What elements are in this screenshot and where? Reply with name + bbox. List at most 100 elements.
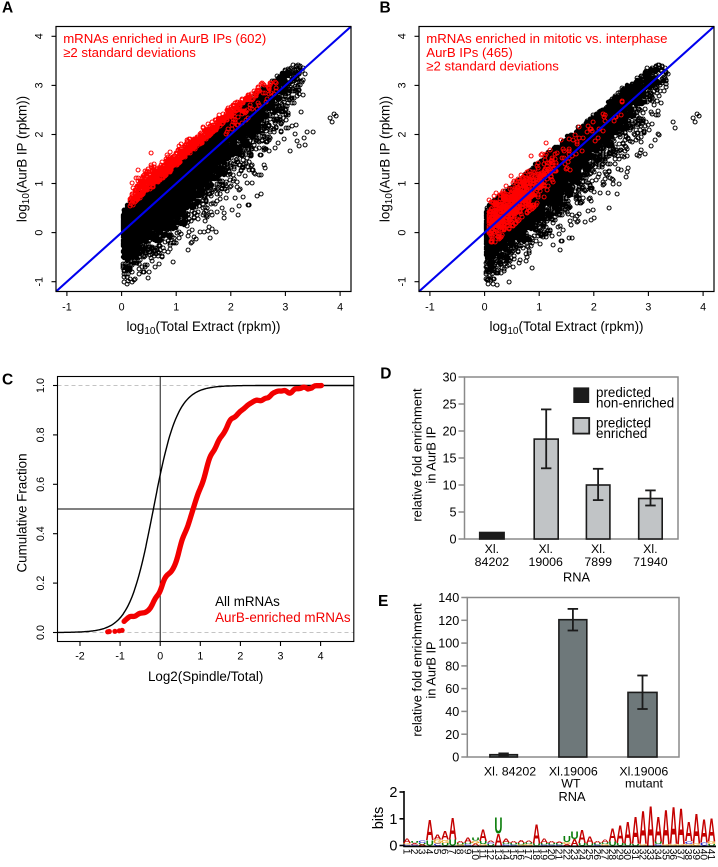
svg-text:3: 3 <box>397 82 409 88</box>
svg-text:C: C <box>685 840 693 844</box>
svg-text:A: A <box>532 820 540 850</box>
svg-text:A: A <box>685 818 693 848</box>
svg-text:24: 24 <box>576 849 587 861</box>
svg-text:10: 10 <box>469 849 480 861</box>
svg-text:26: 26 <box>591 849 602 861</box>
svg-text:A: A <box>601 838 609 843</box>
svg-text:2: 2 <box>228 302 234 314</box>
svg-text:A: A <box>609 826 617 847</box>
svg-text:mutant: mutant <box>625 777 663 791</box>
svg-text:mRNAs enriched in mitotic vs.: mRNAs enriched in mitotic vs. interphase <box>426 31 667 46</box>
svg-text:Xl.: Xl. <box>485 542 499 556</box>
svg-text:13: 13 <box>492 849 503 861</box>
svg-text:A: A <box>639 803 647 855</box>
svg-text:U: U <box>631 844 639 846</box>
svg-text:37: 37 <box>675 849 686 861</box>
svg-text:C: C <box>487 842 495 844</box>
svg-text:1: 1 <box>389 812 397 828</box>
svg-text:≥2 standard deviations: ≥2 standard deviations <box>426 59 559 74</box>
svg-text:29: 29 <box>614 849 625 861</box>
svg-text:25: 25 <box>583 849 594 861</box>
svg-text:0: 0 <box>449 533 456 547</box>
svg-text:Xl.: Xl. <box>591 542 605 556</box>
svg-text:C: C <box>555 844 563 846</box>
svg-text:23: 23 <box>568 849 579 861</box>
svg-text:U: U <box>654 841 662 845</box>
svg-text:30: 30 <box>442 371 456 385</box>
svg-text:Log2(Spindle/Total): Log2(Spindle/Total) <box>148 669 263 684</box>
svg-text:6: 6 <box>439 849 450 855</box>
svg-text:C: C <box>433 843 441 846</box>
svg-text:40: 40 <box>445 705 459 719</box>
svg-text:-1: -1 <box>62 302 72 314</box>
svg-text:A: A <box>510 840 518 843</box>
svg-text:-2: -2 <box>75 651 85 663</box>
svg-text:7899: 7899 <box>584 555 612 569</box>
svg-text:A: A <box>471 843 479 846</box>
svg-text:bits: bits <box>371 807 387 830</box>
svg-text:A: A <box>433 833 441 842</box>
svg-text:A: A <box>669 797 677 857</box>
svg-text:A: A <box>654 812 662 850</box>
svg-text:3: 3 <box>645 302 651 314</box>
svg-text:C: C <box>502 844 510 846</box>
svg-text:G: G <box>662 844 671 846</box>
svg-text:predicted: predicted <box>596 416 651 431</box>
svg-text:RNA: RNA <box>558 789 585 804</box>
svg-text:predicted: predicted <box>596 385 651 400</box>
svg-text:3: 3 <box>282 302 288 314</box>
svg-text:0: 0 <box>34 230 46 236</box>
svg-text:0.4: 0.4 <box>35 526 47 541</box>
svg-text:RNA: RNA <box>563 570 590 585</box>
svg-text:in AurB IP: in AurB IP <box>424 426 439 483</box>
svg-text:A: A <box>449 812 457 847</box>
svg-text:U: U <box>426 839 434 848</box>
svg-text:1: 1 <box>397 181 409 187</box>
svg-text:enriched: enriched <box>596 426 647 441</box>
svg-text:U: U <box>471 836 479 842</box>
svg-text:80: 80 <box>445 659 459 673</box>
svg-text:≥2 standard deviations: ≥2 standard deviations <box>63 45 196 60</box>
svg-text:-1: -1 <box>397 277 409 287</box>
svg-text:0.0: 0.0 <box>35 625 47 640</box>
svg-text:U: U <box>532 843 540 846</box>
svg-text:11: 11 <box>477 849 488 860</box>
svg-text:U: U <box>502 842 510 844</box>
svg-text:G: G <box>403 843 412 845</box>
svg-text:Xl.19006: Xl.19006 <box>549 765 598 779</box>
svg-text:1.0: 1.0 <box>35 378 47 393</box>
svg-text:16: 16 <box>515 849 526 861</box>
svg-text:20: 20 <box>442 425 456 439</box>
svg-text:C: C <box>464 844 472 846</box>
svg-text:U: U <box>555 843 563 845</box>
svg-text:2: 2 <box>408 849 419 855</box>
svg-text:A: A <box>647 794 655 858</box>
svg-text:A: A <box>456 841 464 844</box>
svg-text:non-enriched: non-enriched <box>596 396 674 411</box>
svg-text:U: U <box>601 842 609 844</box>
svg-text:U: U <box>616 842 624 846</box>
svg-text:A: A <box>494 830 502 849</box>
svg-text:A: A <box>464 836 472 845</box>
svg-text:U: U <box>487 844 495 846</box>
svg-text:G: G <box>601 844 610 846</box>
svg-text:-1: -1 <box>115 651 125 663</box>
svg-text:A: A <box>700 814 708 850</box>
svg-text:4: 4 <box>700 302 706 314</box>
svg-text:C: C <box>654 844 662 846</box>
svg-text:A: A <box>586 835 594 846</box>
svg-text:32: 32 <box>637 849 648 861</box>
svg-text:A: A <box>563 844 571 846</box>
svg-text:U: U <box>449 839 457 848</box>
svg-text:A: A <box>692 805 700 853</box>
svg-text:15: 15 <box>507 849 518 861</box>
svg-text:mRNAs enriched in AurB IPs (60: mRNAs enriched in AurB IPs (602) <box>63 31 266 46</box>
svg-text:C: C <box>418 840 426 844</box>
svg-text:G: G <box>471 840 480 844</box>
svg-text:A: A <box>517 839 525 844</box>
svg-text:in AurB IP: in AurB IP <box>424 641 439 698</box>
svg-text:A: A <box>570 838 579 848</box>
svg-text:28: 28 <box>606 849 617 861</box>
svg-text:G: G <box>669 844 678 846</box>
svg-text:U: U <box>578 842 586 846</box>
